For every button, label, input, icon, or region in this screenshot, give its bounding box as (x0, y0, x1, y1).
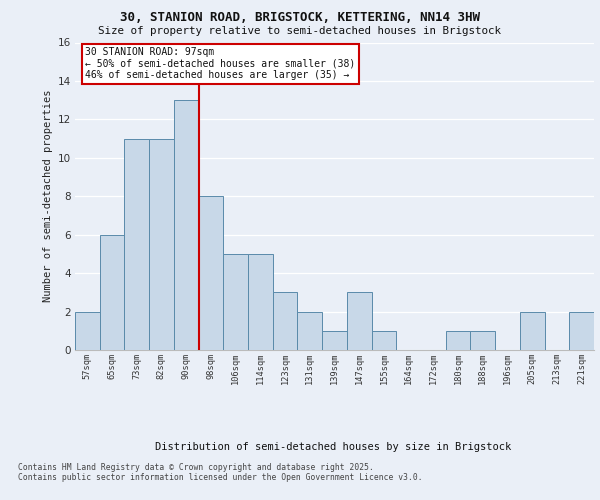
Bar (199, 196, 223, 350)
Text: 30, STANION ROAD, BRIGSTOCK, KETTERING, NN14 3HW: 30, STANION ROAD, BRIGSTOCK, KETTERING, … (120, 11, 480, 24)
Bar (248, 254, 273, 350)
Bar (446, 331, 470, 350)
Bar (223, 254, 248, 350)
Y-axis label: Number of semi-detached properties: Number of semi-detached properties (43, 90, 53, 302)
Text: Distribution of semi-detached houses by size in Brigstock: Distribution of semi-detached houses by … (155, 442, 511, 452)
Bar (149, 138, 174, 350)
Bar (569, 312, 594, 350)
Bar (520, 312, 545, 350)
Bar (100, 234, 124, 350)
Text: Size of property relative to semi-detached houses in Brigstock: Size of property relative to semi-detach… (98, 26, 502, 36)
Bar (298, 312, 322, 350)
Bar (273, 292, 298, 350)
Bar (347, 292, 371, 350)
Bar (371, 331, 396, 350)
Text: 30 STANION ROAD: 97sqm
← 50% of semi-detached houses are smaller (38)
46% of sem: 30 STANION ROAD: 97sqm ← 50% of semi-det… (85, 47, 356, 80)
Bar (124, 138, 149, 350)
Bar (75, 312, 100, 350)
Bar (322, 331, 347, 350)
Bar (174, 100, 199, 350)
Text: Contains HM Land Registry data © Crown copyright and database right 2025.
Contai: Contains HM Land Registry data © Crown c… (18, 462, 422, 482)
Bar (470, 331, 495, 350)
